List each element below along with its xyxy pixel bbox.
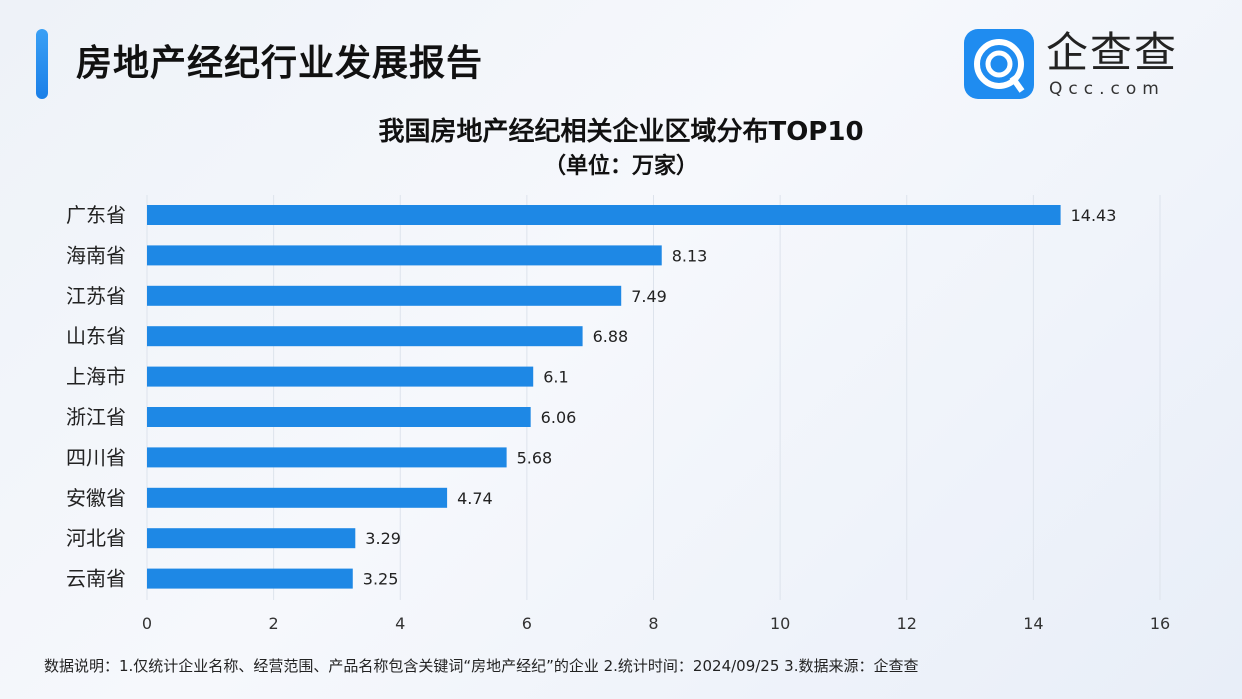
value-label: 3.29 <box>365 529 401 548</box>
value-label: 6.06 <box>541 408 577 427</box>
qcc-logo-icon <box>964 29 1034 99</box>
value-label: 4.74 <box>457 489 493 508</box>
x-tick-label: 10 <box>770 614 790 633</box>
data-note: 数据说明：1.仅统计企业名称、经营范围、产品名称包含关键词“房地产经纪”的企业 … <box>44 657 919 675</box>
value-label: 5.68 <box>517 448 553 467</box>
x-tick-label: 6 <box>522 614 532 633</box>
category-label: 江苏省 <box>66 284 126 308</box>
category-label: 上海市 <box>66 365 126 389</box>
value-label: 3.25 <box>363 570 399 589</box>
x-tick-label: 8 <box>648 614 658 633</box>
value-label: 8.13 <box>672 246 708 265</box>
title-accent-bar <box>36 29 48 99</box>
page-title: 房地产经纪行业发展报告 <box>76 43 484 84</box>
brand-url: Qcc.com <box>1049 79 1165 99</box>
value-label: 6.88 <box>593 327 629 346</box>
category-label: 安徽省 <box>66 486 126 510</box>
chart-subtitle: （单位：万家） <box>543 154 698 179</box>
category-label: 云南省 <box>66 567 126 591</box>
x-tick-label: 4 <box>395 614 405 633</box>
bar <box>147 447 507 468</box>
bar <box>147 326 583 347</box>
value-label: 14.43 <box>1071 206 1117 225</box>
bar <box>147 487 448 508</box>
bar <box>147 245 662 266</box>
x-tick-label: 16 <box>1150 614 1170 633</box>
brand-name: 企查查 <box>1046 28 1179 77</box>
x-tick-label: 12 <box>897 614 917 633</box>
value-label: 6.1 <box>543 368 568 387</box>
category-label: 广东省 <box>66 203 126 227</box>
bar <box>147 285 622 306</box>
bar <box>147 205 1061 225</box>
bar <box>147 568 353 589</box>
x-tick-label: 0 <box>142 614 152 633</box>
value-label: 7.49 <box>631 287 667 306</box>
category-label: 四川省 <box>66 445 126 469</box>
bar <box>147 528 356 549</box>
category-label: 浙江省 <box>66 405 126 429</box>
category-label: 河北省 <box>66 526 126 550</box>
chart-title: 我国房地产经纪相关企业区域分布TOP10 <box>378 117 864 147</box>
category-label: 海南省 <box>66 243 126 267</box>
bar <box>147 407 531 427</box>
bar <box>147 366 534 387</box>
x-tick-label: 2 <box>269 614 279 633</box>
x-tick-label: 14 <box>1023 614 1043 633</box>
category-label: 山东省 <box>66 324 126 348</box>
